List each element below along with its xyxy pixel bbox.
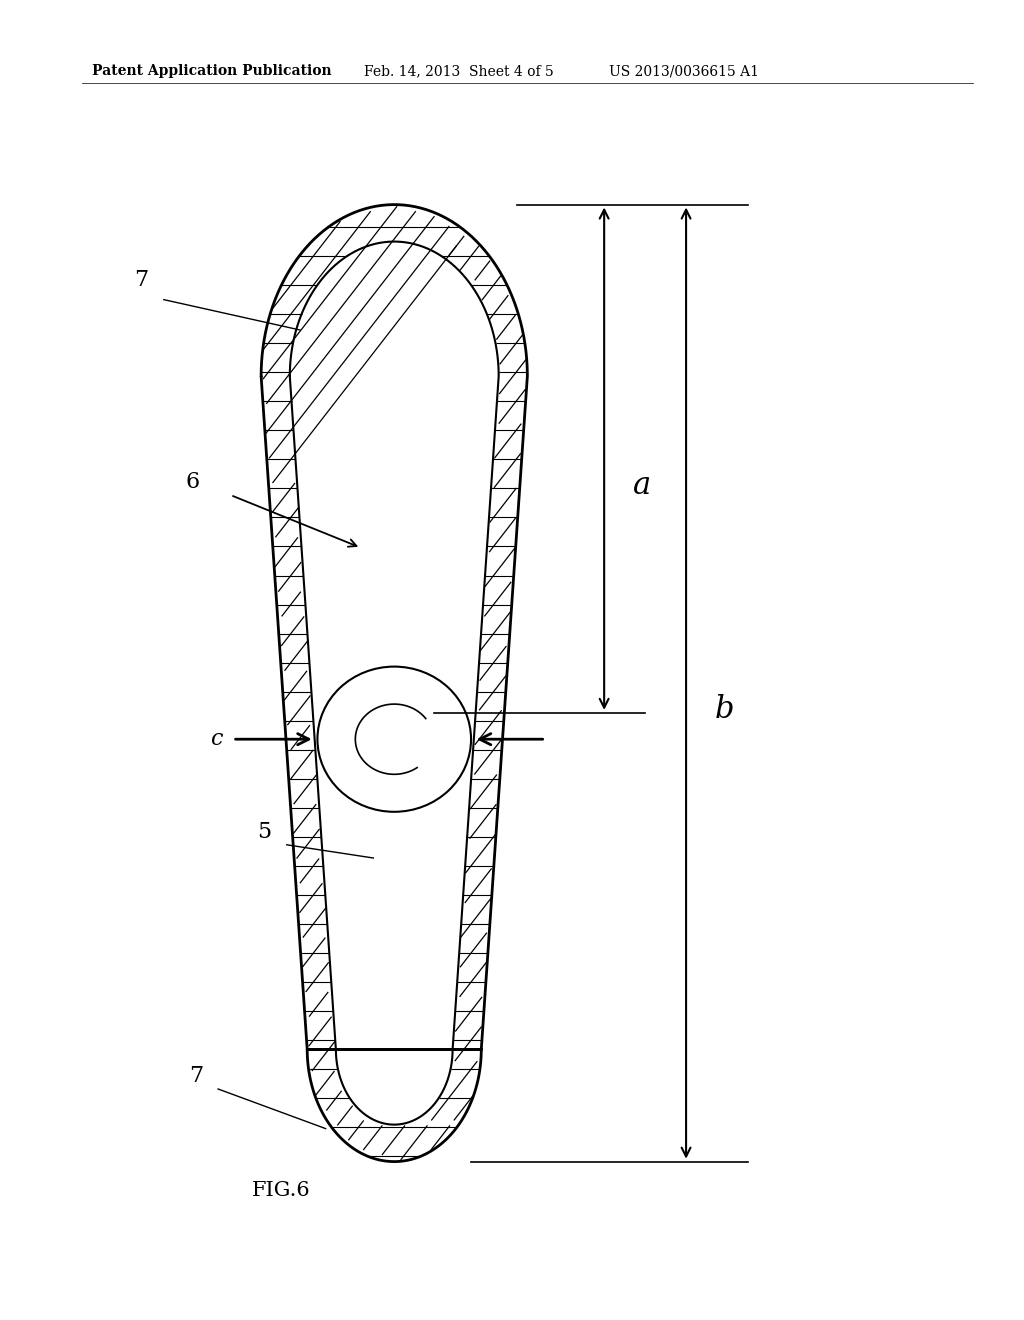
Text: Feb. 14, 2013  Sheet 4 of 5: Feb. 14, 2013 Sheet 4 of 5	[364, 65, 553, 78]
Text: b: b	[715, 694, 734, 725]
Text: 7: 7	[134, 269, 148, 290]
Text: FIG.6: FIG.6	[252, 1181, 311, 1200]
Text: US 2013/0036615 A1: US 2013/0036615 A1	[609, 65, 759, 78]
Text: c: c	[210, 729, 222, 750]
Text: Patent Application Publication: Patent Application Publication	[92, 65, 332, 78]
Text: a: a	[633, 470, 651, 500]
Text: 5: 5	[257, 821, 271, 842]
Text: 7: 7	[188, 1065, 203, 1086]
Text: 6: 6	[185, 471, 200, 492]
